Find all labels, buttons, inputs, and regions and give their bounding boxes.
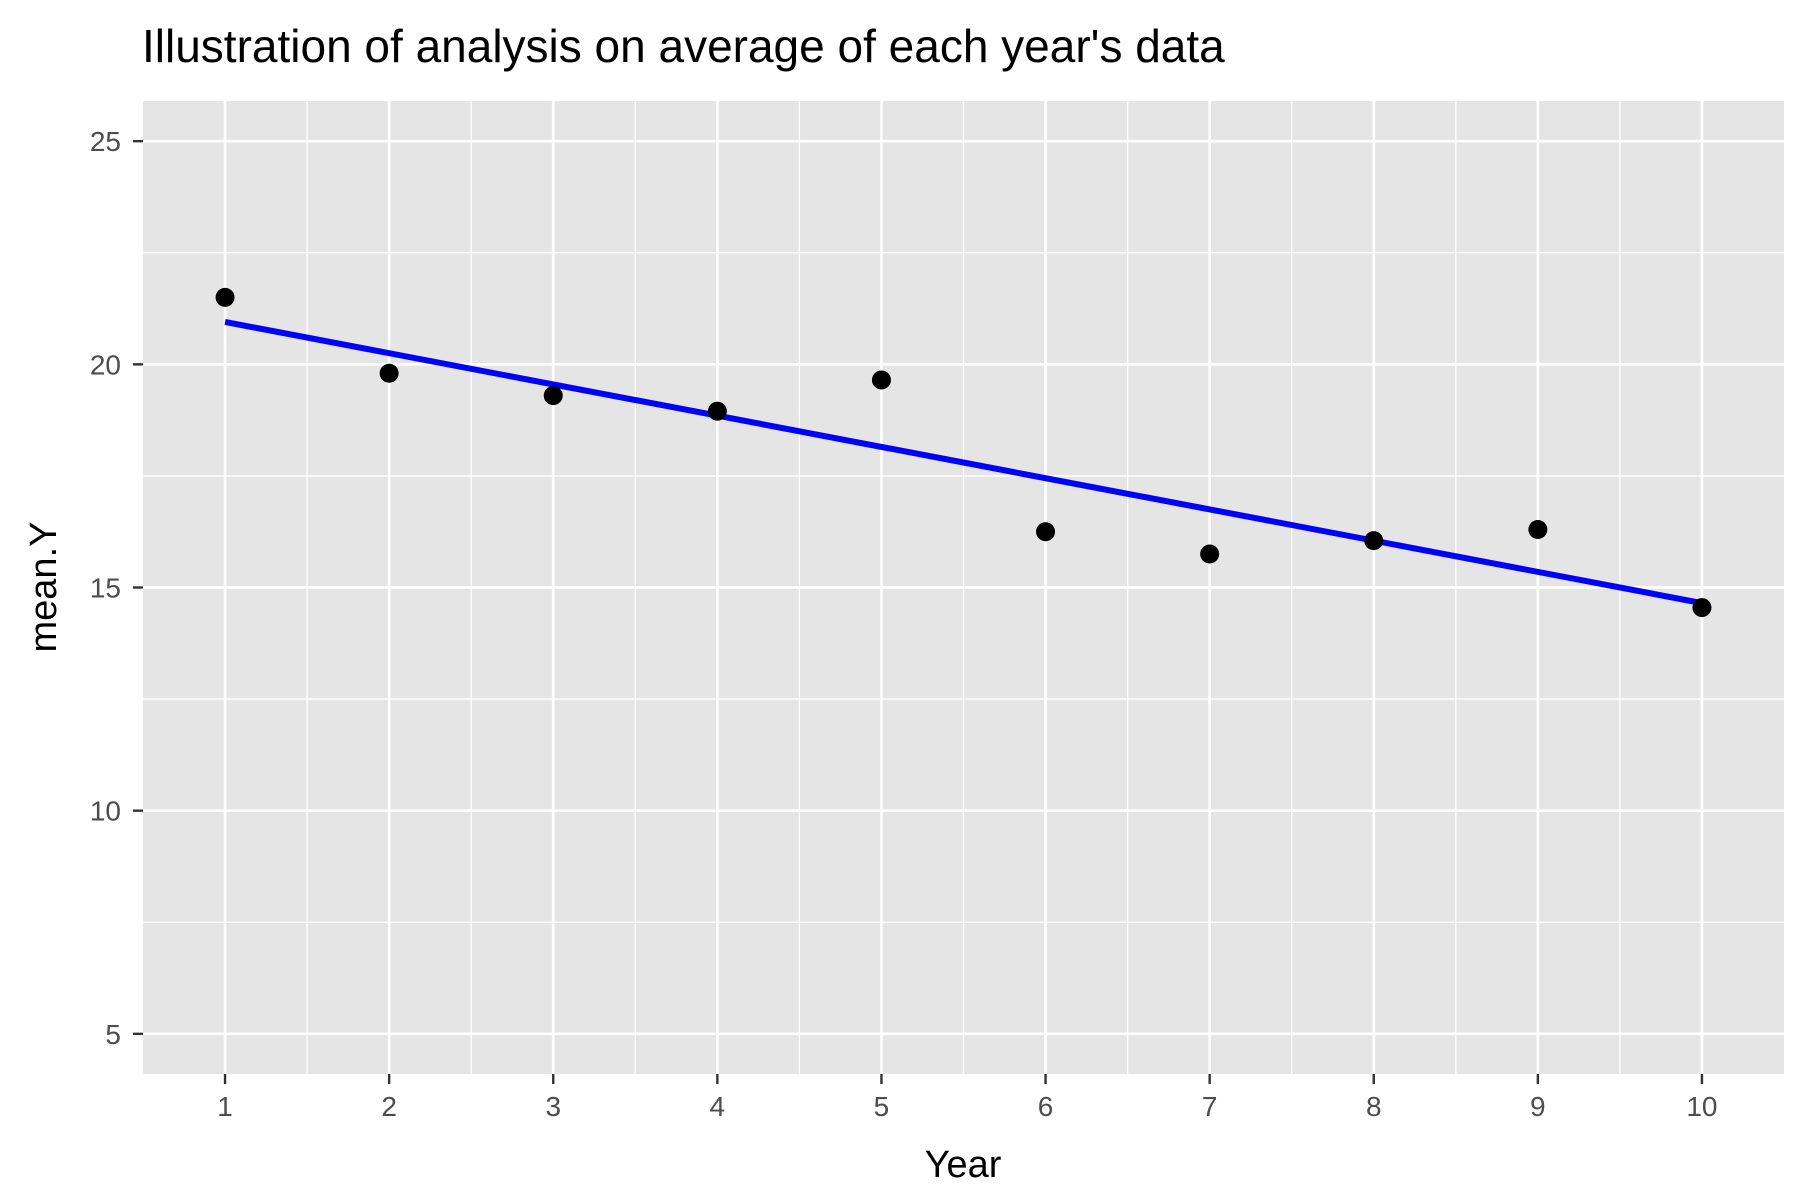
x-tick-label: 7 (1202, 1091, 1218, 1122)
x-tick-label: 8 (1366, 1091, 1382, 1122)
data-point (1036, 522, 1056, 542)
y-tick-label: 15 (90, 573, 121, 604)
x-tick-label: 9 (1530, 1091, 1546, 1122)
y-tick-label: 5 (105, 1019, 121, 1050)
major-grid (143, 101, 1784, 1074)
data-point (871, 370, 891, 390)
data-point (707, 401, 727, 421)
y-tick-label: 10 (90, 796, 121, 827)
y-tick-label: 25 (90, 126, 121, 157)
data-point (1364, 531, 1384, 551)
data-point (543, 386, 563, 406)
y-tick-label: 20 (90, 349, 121, 380)
x-tick-label: 3 (545, 1091, 561, 1122)
fit-line-layer (224, 318, 1703, 607)
data-point (379, 363, 399, 383)
x-tick-label: 6 (1038, 1091, 1054, 1122)
x-tick-label: 10 (1686, 1091, 1717, 1122)
data-point (1692, 598, 1712, 618)
data-point (1200, 544, 1220, 564)
data-points-layer (215, 287, 1712, 618)
x-axis-title: Year (925, 1144, 1002, 1186)
x-axis: 1 2 3 4 5 6 7 8 9 10 (217, 1074, 1718, 1122)
chart-title: Illustration of analysis on average of e… (142, 20, 1225, 72)
x-tick-label: 1 (217, 1091, 233, 1122)
y-axis-title: mean.Y (23, 522, 65, 653)
x-tick-label: 2 (381, 1091, 397, 1122)
data-point (1528, 519, 1548, 539)
x-tick-label: 4 (710, 1091, 726, 1122)
x-tick-label: 5 (874, 1091, 890, 1122)
data-point (215, 287, 235, 307)
fit-line (224, 318, 1703, 607)
y-axis: 5 10 15 20 25 (90, 126, 143, 1050)
